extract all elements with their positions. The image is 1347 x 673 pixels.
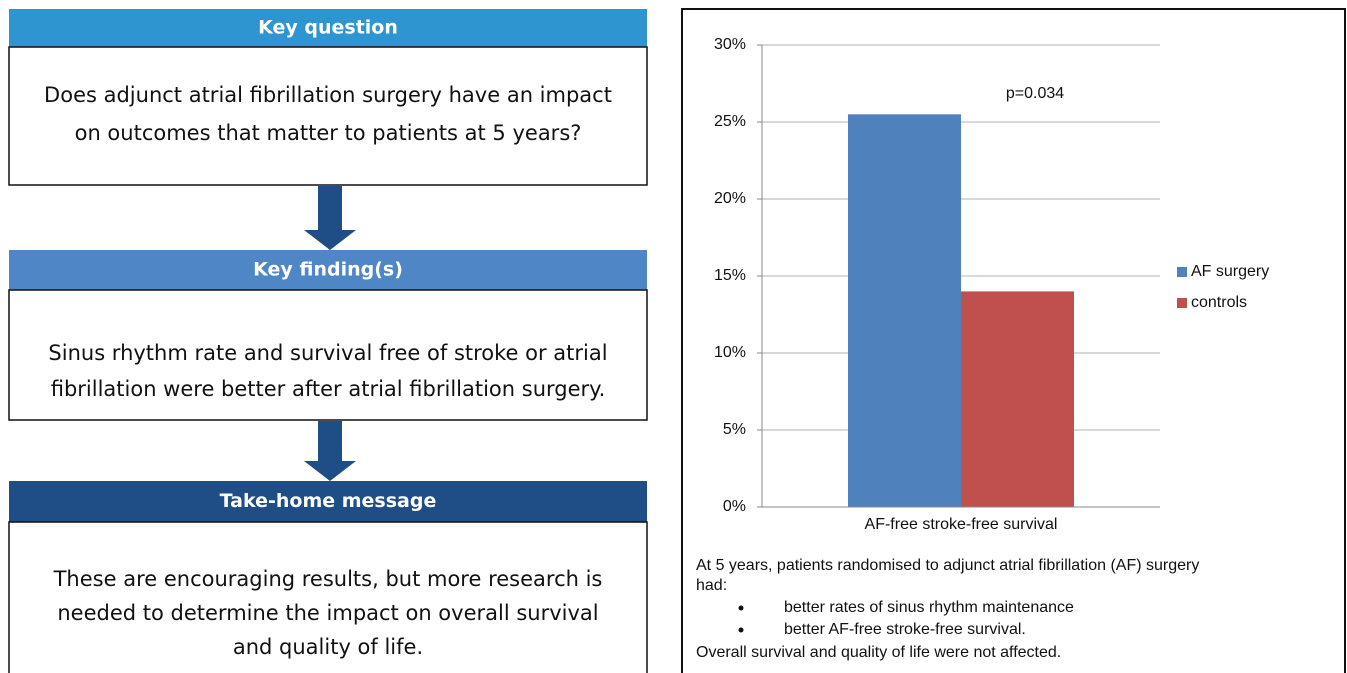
legend-label: controls <box>1191 294 1247 311</box>
panel-header <box>9 250 647 290</box>
bullet <box>738 605 744 611</box>
caption-bullet: better rates of sinus rhythm maintenance <box>784 599 1074 616</box>
panel-text: on outcomes that matter to patients at 5… <box>75 121 582 145</box>
caption-text: had: <box>696 577 727 594</box>
legend-swatch <box>1177 267 1187 277</box>
x-tick-label: AF-free stroke-free survival <box>865 516 1058 533</box>
panel-text: These are encouraging results, but more … <box>53 567 603 591</box>
bar <box>848 114 961 508</box>
panel-header <box>9 9 647 47</box>
caption-text: Overall survival and quality of life wer… <box>696 644 1061 661</box>
y-tick-label: 20% <box>714 190 746 207</box>
panel-header <box>9 481 647 522</box>
panel-text: and quality of life. <box>233 635 423 659</box>
panel-text: Sinus rhythm rate and survival free of s… <box>48 341 607 365</box>
legend-swatch <box>1177 298 1187 308</box>
caption-text: At 5 years, patients randomised to adjun… <box>696 557 1199 574</box>
legend-label: AF surgery <box>1191 263 1269 280</box>
panel-body <box>8 289 648 421</box>
caption-bullet: better AF-free stroke-free survival. <box>784 621 1026 638</box>
bullet <box>738 627 744 633</box>
y-tick-label: 10% <box>714 344 746 361</box>
panel-text: needed to determine the impact on overal… <box>57 601 598 625</box>
panel-heading: Take-home message <box>220 490 437 512</box>
annotation: p=0.034 <box>1006 85 1064 102</box>
panel-body <box>8 521 648 673</box>
y-tick-label: 30% <box>714 36 746 53</box>
panel-text: Does adjunct atrial fibrillation surgery… <box>44 83 612 107</box>
panel-heading: Key question <box>258 17 398 39</box>
panel-text: fibrillation were better after atrial fi… <box>51 377 606 401</box>
bar <box>961 291 1074 507</box>
y-tick-label: 0% <box>723 498 746 515</box>
panel-body <box>8 46 648 186</box>
arrow <box>304 186 356 481</box>
panel-heading: Key finding(s) <box>253 259 403 281</box>
y-tick-label: 25% <box>714 113 746 130</box>
y-tick-label: 15% <box>714 267 746 284</box>
y-tick-label: 5% <box>723 421 746 438</box>
